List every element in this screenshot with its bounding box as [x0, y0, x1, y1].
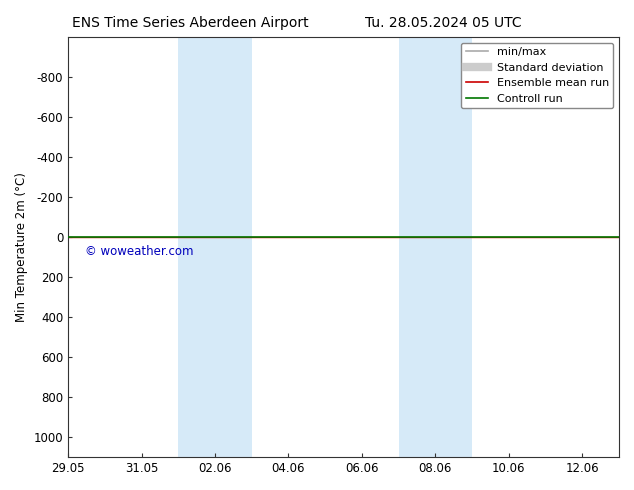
Text: ENS Time Series Aberdeen Airport: ENS Time Series Aberdeen Airport — [72, 16, 309, 30]
Text: Tu. 28.05.2024 05 UTC: Tu. 28.05.2024 05 UTC — [365, 16, 522, 30]
Text: © woweather.com: © woweather.com — [84, 245, 193, 258]
Legend: min/max, Standard deviation, Ensemble mean run, Controll run: min/max, Standard deviation, Ensemble me… — [461, 43, 614, 108]
Bar — [399, 37, 472, 457]
Bar — [178, 37, 252, 457]
Y-axis label: Min Temperature 2m (°C): Min Temperature 2m (°C) — [15, 172, 28, 322]
